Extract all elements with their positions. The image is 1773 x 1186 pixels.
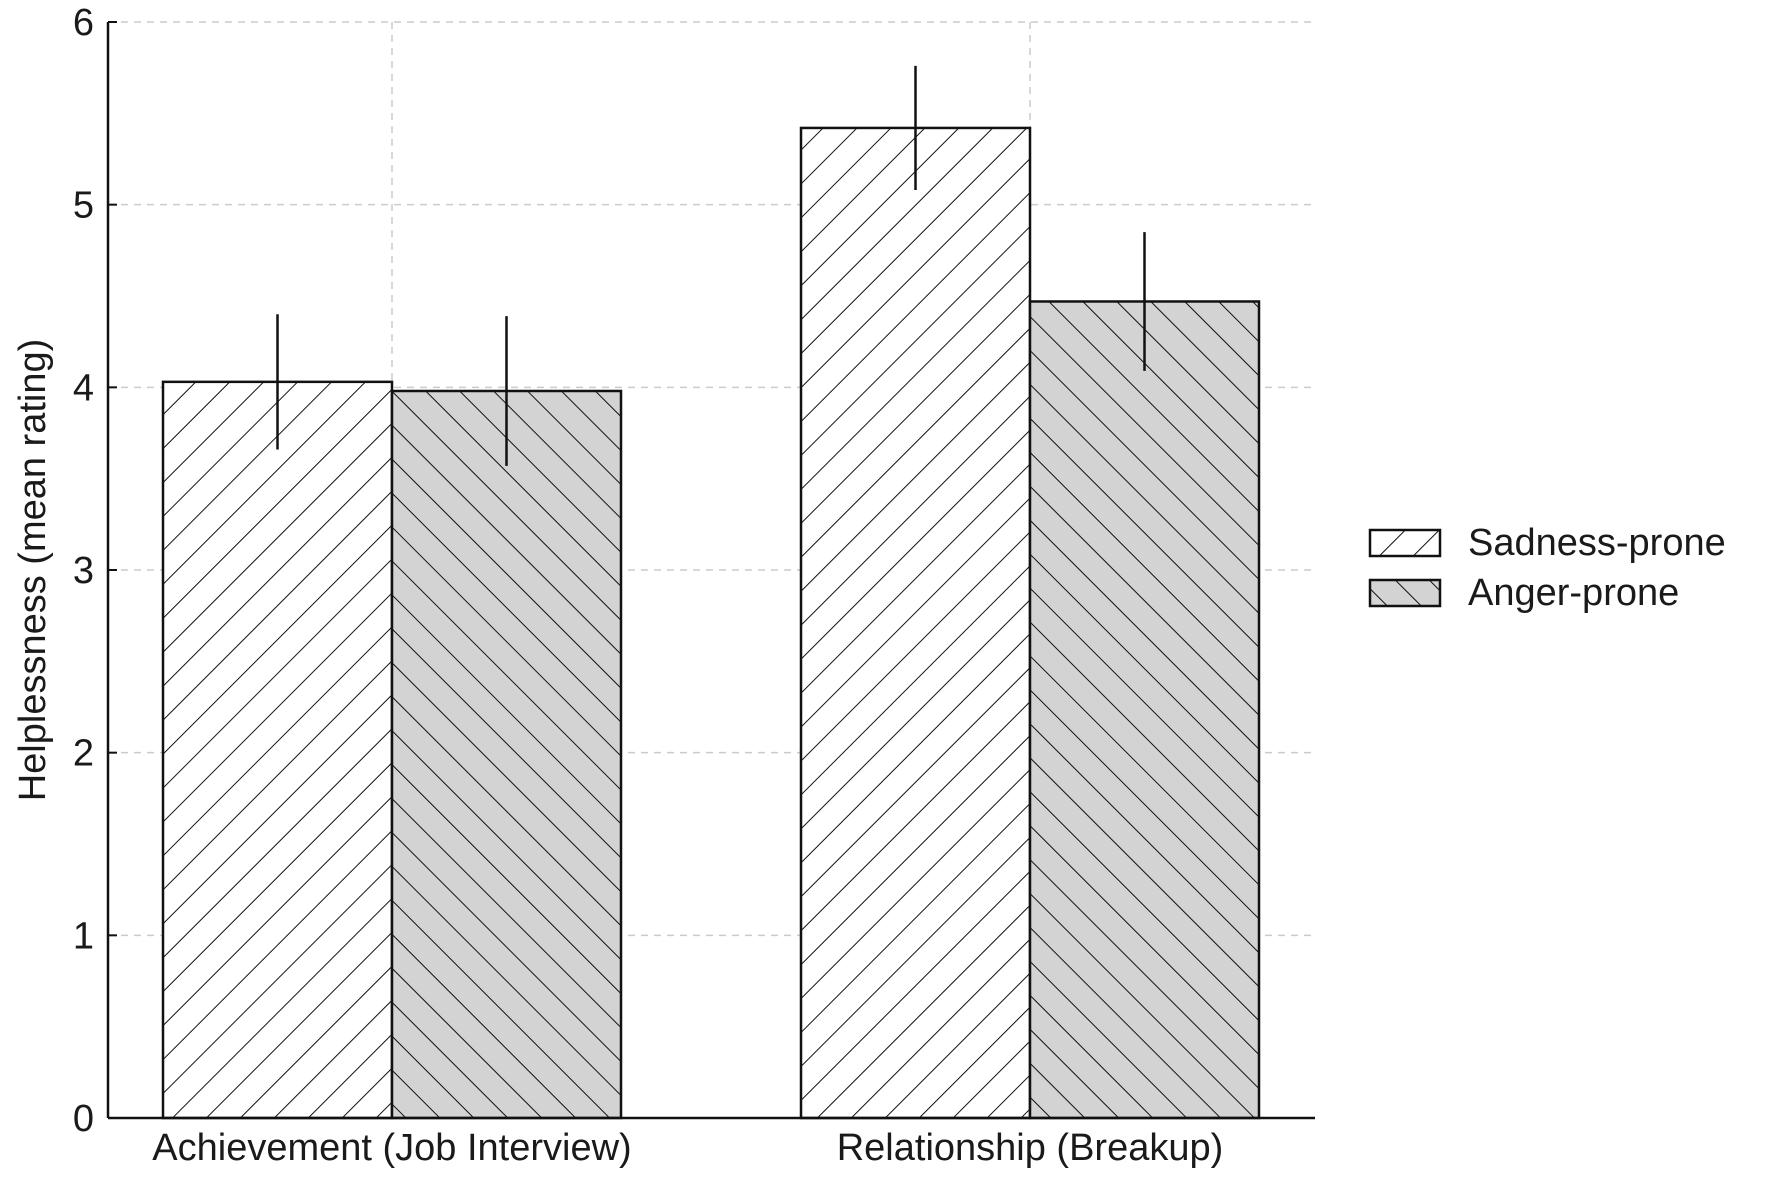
x-tick-label: Achievement (Job Interview) xyxy=(152,1127,631,1169)
legend-label: Anger-prone xyxy=(1468,572,1679,614)
y-tick-label: 6 xyxy=(73,2,94,44)
tick-labels: 0 1 2 3 4 5 6 Achievement (Job Interview) Relati… xyxy=(73,2,1223,1169)
legend-swatch xyxy=(1368,528,1442,558)
bars xyxy=(161,126,1261,1120)
y-tick-label: 2 xyxy=(73,733,94,775)
error-bars xyxy=(276,65,1146,466)
legend-label: Sadness-prone xyxy=(1468,522,1726,564)
legend-swatch xyxy=(1368,578,1442,608)
y-tick-label: 5 xyxy=(73,185,94,227)
y-axis-label: Helplessness (mean rating) xyxy=(12,339,54,802)
axes xyxy=(106,21,1315,1120)
bar xyxy=(161,380,394,1120)
x-tick-label: Relationship (Breakup) xyxy=(837,1127,1224,1169)
y-tick-label: 0 xyxy=(73,1098,94,1140)
y-tick-label: 3 xyxy=(73,550,94,592)
legend: Sadness-prone Anger-prone xyxy=(1368,522,1726,614)
bar xyxy=(1028,300,1261,1120)
y-tick-label: 1 xyxy=(73,915,94,957)
y-tick-label: 4 xyxy=(73,367,94,409)
bar xyxy=(799,126,1032,1120)
bar xyxy=(390,389,623,1120)
